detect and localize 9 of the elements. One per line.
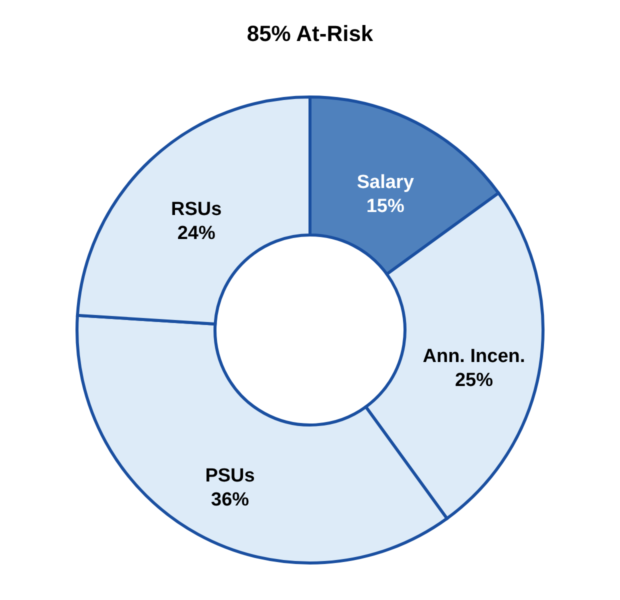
data-label: 24% bbox=[177, 222, 216, 244]
data-label: 25% bbox=[454, 370, 494, 391]
slice-label: PSUs bbox=[205, 465, 255, 486]
data-label: 15% bbox=[366, 196, 404, 218]
slice-label: Ann. Incen. bbox=[422, 346, 526, 367]
data-label: 36% bbox=[211, 489, 250, 510]
chart-title: 85% At-Risk bbox=[246, 21, 374, 46]
slice-label: Salary bbox=[356, 172, 414, 194]
slice-label: RSUs bbox=[171, 198, 222, 220]
